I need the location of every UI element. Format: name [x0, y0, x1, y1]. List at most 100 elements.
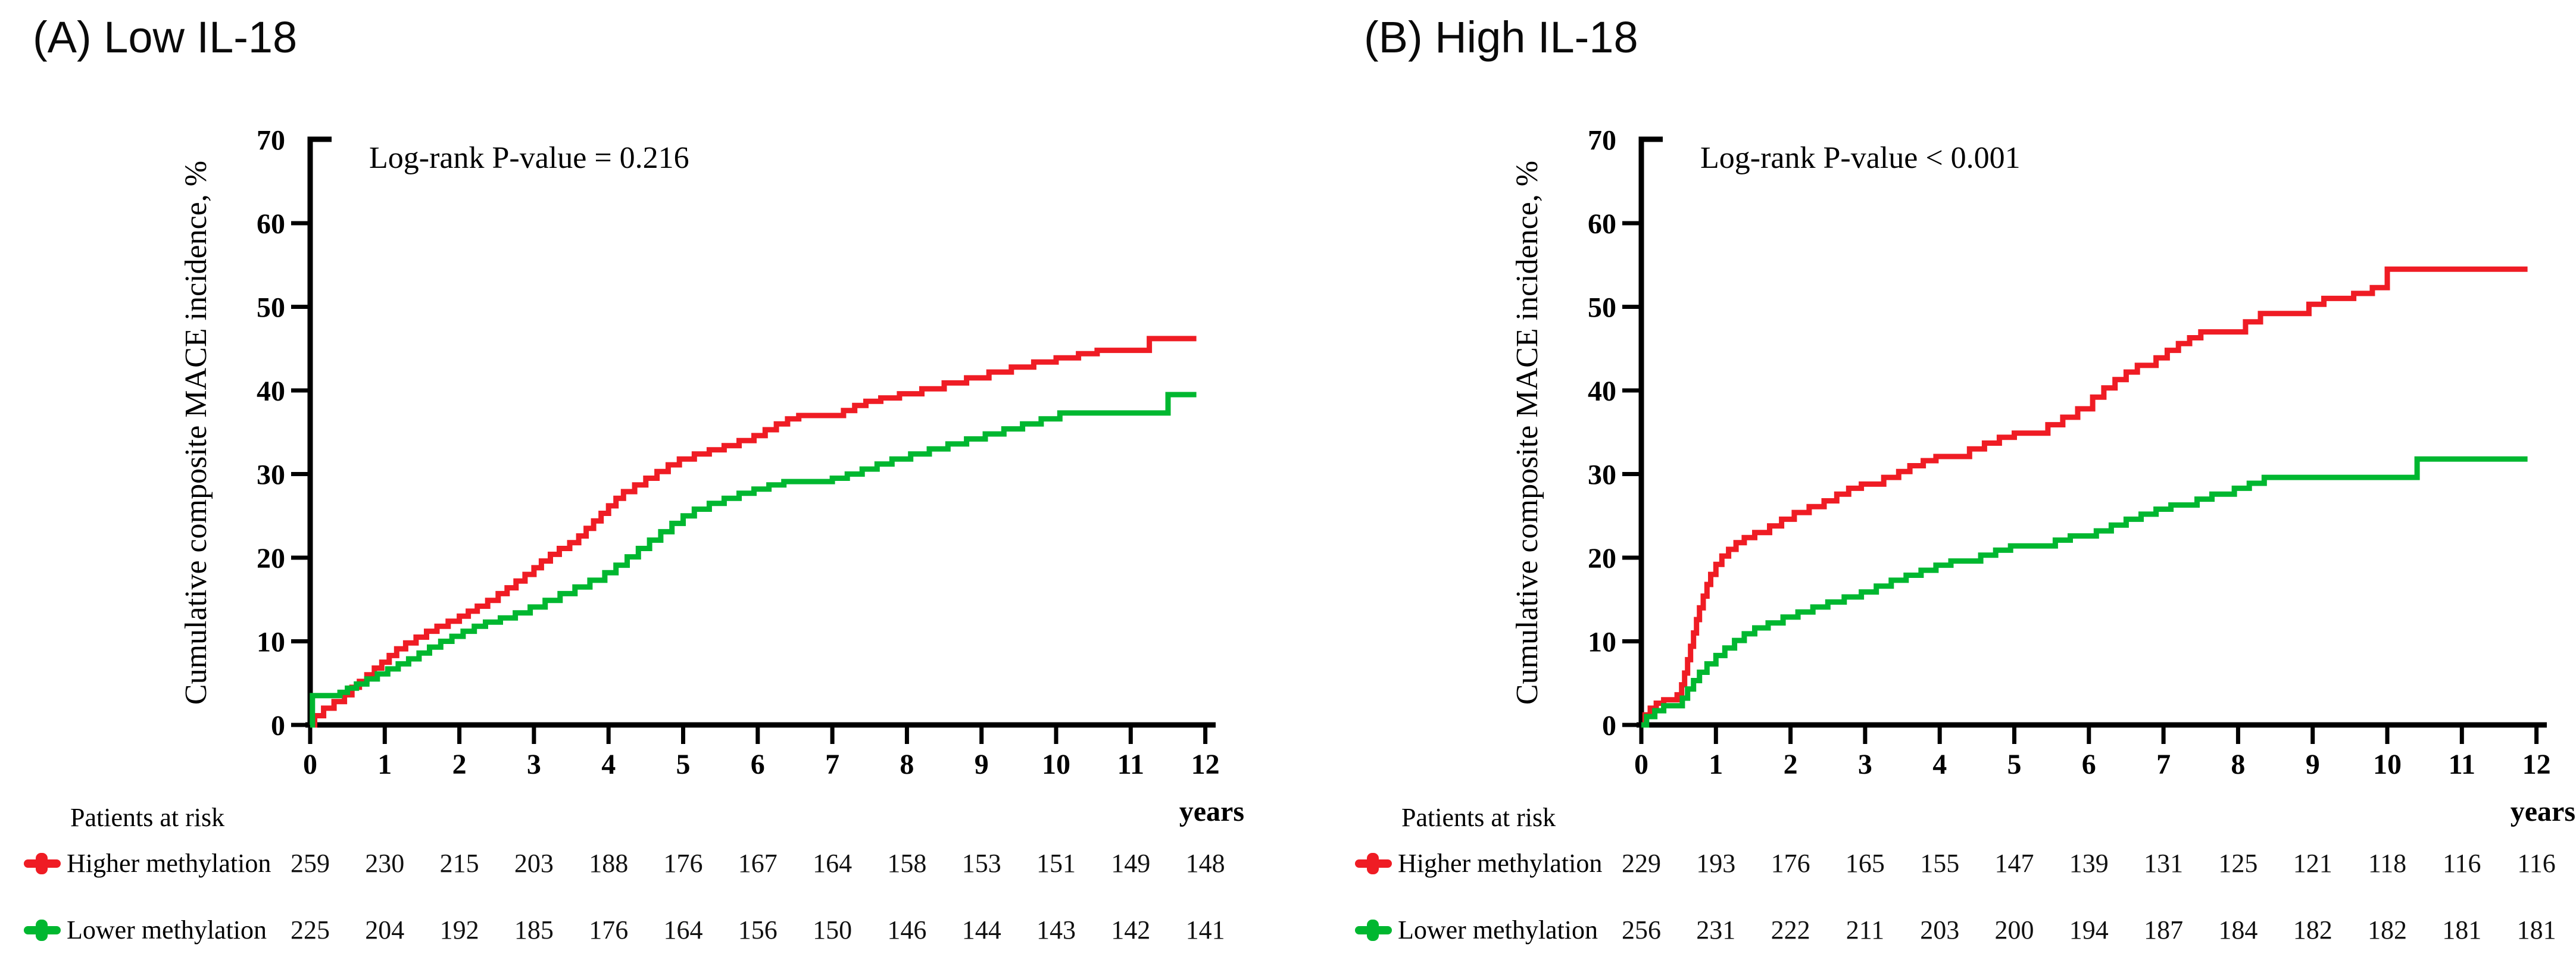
- risk-row-lower-methylation: Lower methylation 256 231 222 211 203 200 194 1…: [1331, 912, 2576, 949]
- x-tick-label: 7: [825, 749, 839, 780]
- risk-row-lower-methylation: Lower methylation 225 204 192 185 176 164 156 1…: [0, 912, 1288, 949]
- marker-plus: [36, 920, 48, 941]
- y-tick-label: 40: [1588, 376, 1616, 407]
- risk-count: 142: [1111, 915, 1151, 945]
- curve-lower-methylation: [310, 392, 1197, 728]
- x-tick-label: 0: [1634, 749, 1648, 780]
- risk-count: 259: [291, 849, 330, 878]
- x-tick-label: 6: [751, 749, 765, 780]
- risk-count: 146: [887, 915, 927, 945]
- risk-count: 256: [1622, 915, 1661, 945]
- risk-count: 116: [2443, 849, 2481, 878]
- x-tick-label: 9: [2306, 749, 2320, 780]
- curve-higher-methylation: [1641, 266, 2528, 728]
- risk-row-higher-methylation: Higher methylation 229 193 176 165 155 147 139…: [1331, 845, 2576, 882]
- panel-title: (A) Low IL-18: [33, 12, 298, 62]
- risk-count: 176: [1771, 849, 1810, 878]
- x-tick-label: 3: [527, 749, 541, 780]
- higher-methylation-line-marker-icon: [24, 845, 83, 882]
- risk-count: 184: [2218, 915, 2258, 945]
- y-tick-label: 10: [257, 627, 285, 658]
- risk-count: 167: [738, 849, 778, 878]
- risk-count: 118: [2368, 849, 2407, 878]
- risk-count: 194: [2069, 915, 2109, 945]
- y-axis-label: Cumulative composite MACE incidence, %: [179, 160, 213, 705]
- risk-count: 188: [589, 849, 629, 878]
- lower-methylation-line-marker-icon: [24, 912, 83, 949]
- x-tick-label: 4: [1932, 749, 1947, 780]
- higher-methylation-line-marker-icon: [1355, 845, 1415, 882]
- y-tick-label: 20: [1588, 543, 1616, 574]
- risk-count: 147: [1994, 849, 2034, 878]
- x-tick-label: 8: [2231, 749, 2245, 780]
- y-axis-label: Cumulative composite MACE incidence, %: [1510, 160, 1544, 705]
- risk-count: 192: [439, 915, 479, 945]
- risk-count: 211: [1846, 915, 1885, 945]
- x-tick-label: 2: [452, 749, 467, 780]
- x-tick-label: 11: [1117, 749, 1144, 780]
- risk-row-label: Higher methylation: [67, 849, 271, 878]
- x-axis-unit-label: years: [2510, 796, 2575, 827]
- x-tick-label: 12: [2522, 749, 2551, 780]
- risk-count: 164: [663, 915, 703, 945]
- risk-count: 229: [1622, 849, 1661, 878]
- x-tick-label: 2: [1784, 749, 1798, 780]
- y-tick-label: 20: [257, 543, 285, 574]
- x-tick-label: 3: [1858, 749, 1872, 780]
- risk-count: 187: [2144, 915, 2184, 945]
- risk-count: 164: [813, 849, 853, 878]
- marker-glyph: [24, 853, 61, 874]
- risk-count: 155: [1920, 849, 1960, 878]
- risk-count: 182: [2293, 915, 2333, 945]
- x-tick-label: 10: [1042, 749, 1070, 780]
- logrank-annotation: Log-rank P-value < 0.001: [1700, 141, 2021, 175]
- risk-count: 200: [1994, 915, 2034, 945]
- risk-count: 141: [1185, 915, 1225, 945]
- marker-plus: [36, 853, 48, 874]
- x-tick-label: 8: [900, 749, 914, 780]
- risk-count: 193: [1696, 849, 1736, 878]
- risk-row-label: Lower methylation: [1398, 915, 1598, 945]
- x-tick-label: 7: [2156, 749, 2171, 780]
- marker-plus: [1367, 853, 1379, 874]
- risk-count: 165: [1845, 849, 1885, 878]
- risk-count: 121: [2293, 849, 2333, 878]
- x-tick-label: 12: [1191, 749, 1220, 780]
- y-tick-label: 60: [1588, 208, 1616, 240]
- panel-low-il18: 0 1 2 3 4 5 6 7 8 9 10 11 12 0 10 20 30 40 50 60 70 (A) Low …: [0, 12, 1288, 949]
- x-tick-label: 1: [377, 749, 392, 780]
- risk-count: 151: [1036, 849, 1076, 878]
- risk-count: 116: [2517, 849, 2556, 878]
- y-tick-label: 60: [257, 208, 285, 240]
- y-axis: [307, 136, 332, 727]
- risk-count: 153: [961, 849, 1001, 878]
- x-tick-label: 11: [2449, 749, 2475, 780]
- risk-count: 204: [365, 915, 405, 945]
- panel-high-il18: 0 1 2 3 4 5 6 7 8 9 10 11 12 0 10 20 30 40 50 60 70 (B) High…: [1331, 0, 2576, 963]
- y-tick-label: 30: [257, 459, 285, 491]
- x-tick-label: 5: [2007, 749, 2022, 780]
- curve-lower-methylation: [1641, 456, 2528, 728]
- y-tick-label: 30: [1588, 459, 1616, 491]
- x-axis-unit-label: years: [1179, 796, 1244, 827]
- risk-count: 149: [1111, 849, 1151, 878]
- risk-row-higher-methylation: Higher methylation 259 230 215 203 188 176 167…: [0, 845, 1288, 882]
- x-tick-label: 6: [2082, 749, 2096, 780]
- risk-count: 181: [2442, 915, 2482, 945]
- risk-row-label: Lower methylation: [67, 915, 267, 945]
- risk-count: 158: [887, 849, 927, 878]
- risk-count: 230: [365, 849, 405, 878]
- marker-glyph: [24, 920, 61, 941]
- panel-title: (B) High IL-18: [1364, 12, 1638, 62]
- x-tick-label: 1: [1709, 749, 1723, 780]
- risk-count: 203: [514, 849, 554, 878]
- risk-count: 225: [291, 915, 330, 945]
- x-tick-label: 4: [601, 749, 616, 780]
- x-tick-label: 0: [303, 749, 317, 780]
- risk-count: 185: [514, 915, 554, 945]
- marker-glyph: [1355, 920, 1392, 941]
- risk-table-header: Patients at risk: [1401, 803, 1556, 832]
